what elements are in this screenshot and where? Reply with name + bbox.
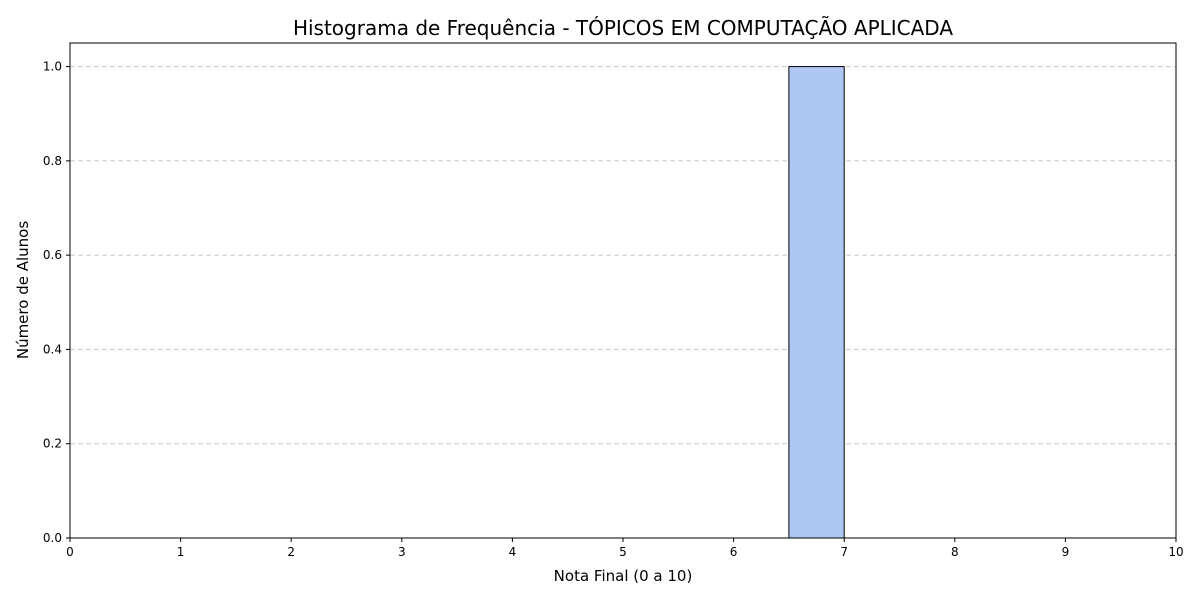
- x-axis-ticks: 0 1 2 3 4 5 6 7 8 9 10: [66, 538, 1184, 559]
- y-tick-label: 0.8: [43, 154, 62, 168]
- x-axis-label: Nota Final (0 a 10): [554, 567, 693, 585]
- histogram-bar: [788, 66, 845, 539]
- x-tick-label: 7: [840, 545, 848, 559]
- x-tick-label: 8: [951, 545, 959, 559]
- x-tick-label: 0: [66, 545, 74, 559]
- plot-frame: [69, 42, 1177, 539]
- x-tick-label: 4: [509, 545, 517, 559]
- bar-layer: [788, 66, 845, 539]
- x-tick-label: 3: [398, 545, 406, 559]
- y-tick-label: 0.0: [43, 531, 62, 545]
- y-tick-label: 1.0: [43, 60, 62, 74]
- x-tick-label: 1: [177, 545, 185, 559]
- y-axis-ticks: 0.0 0.2 0.4 0.6 0.8 1.0: [43, 60, 70, 545]
- y-axis-label: Número de Alunos: [14, 221, 32, 359]
- y-tick-label: 0.6: [43, 248, 62, 262]
- chart-title: Histograma de Frequência - TÓPICOS EM CO…: [293, 16, 953, 40]
- grid-layer: [70, 66, 1176, 445]
- x-tick-label: 5: [619, 545, 627, 559]
- x-tick-label: 9: [1062, 545, 1070, 559]
- x-tick-label: 2: [287, 545, 295, 559]
- y-tick-label: 0.4: [43, 342, 62, 356]
- x-tick-label: 6: [730, 545, 738, 559]
- x-tick-label: 10: [1168, 545, 1183, 559]
- y-tick-label: 0.2: [43, 437, 62, 451]
